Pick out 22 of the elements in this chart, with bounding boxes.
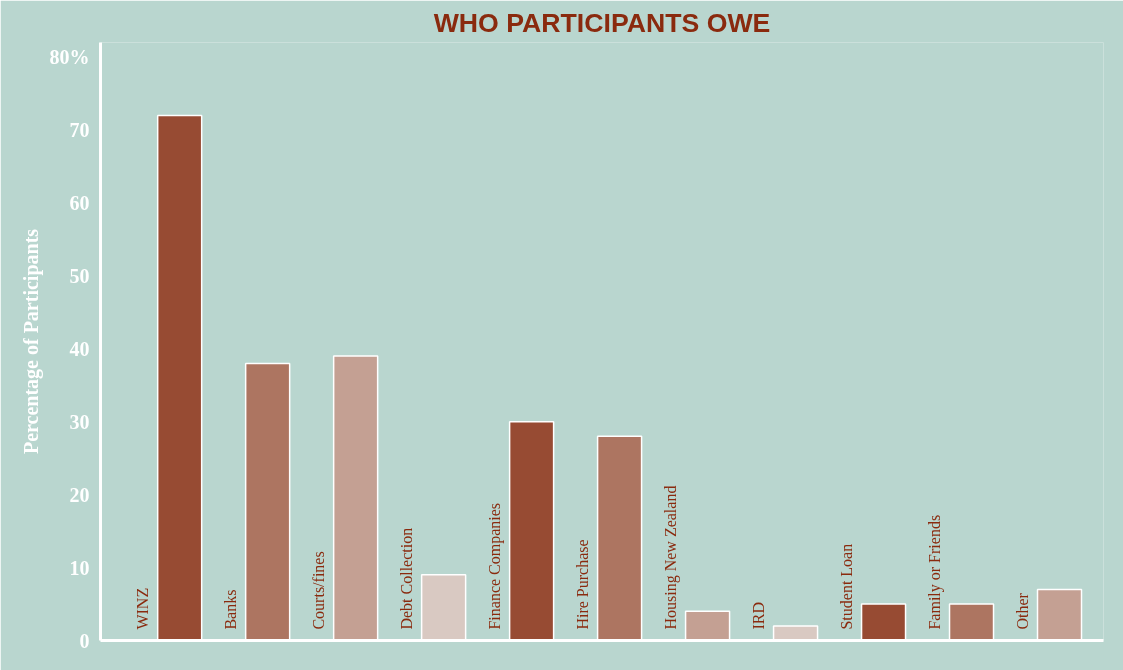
x-tick-label: WINZ <box>134 587 152 630</box>
y-tick-label: 20 <box>69 483 90 506</box>
x-tick-label: IRD <box>750 602 768 630</box>
y-tick-label: 70 <box>69 119 90 142</box>
y-tick-label: 0 <box>79 629 90 652</box>
chart-title: WHO PARTICIPANTS OWE <box>433 7 771 38</box>
x-tick-label: Other <box>1014 592 1032 630</box>
y-tick-label: 50 <box>69 264 90 287</box>
x-tick-label: Debt Collection <box>398 527 416 630</box>
x-tick-label: Student Loan <box>838 543 856 630</box>
x-tick-label: Finance Companies <box>486 502 505 630</box>
x-tick-label: Courts/fines <box>310 551 328 630</box>
x-tick-label: Banks <box>222 589 240 630</box>
y-tick-label: 80% <box>49 46 90 69</box>
x-tick-label: Family or Friends <box>926 514 945 630</box>
x-tick-label: Housing New Zealand <box>662 485 681 630</box>
y-axis-title: Percentage of Participants <box>19 228 43 455</box>
y-tick-label: 60 <box>69 191 90 214</box>
y-tick-label: 10 <box>69 556 90 579</box>
x-tick-label: Hire Purchase <box>574 539 592 630</box>
y-tick-label: 30 <box>69 410 90 433</box>
y-tick-label: 40 <box>69 337 90 360</box>
